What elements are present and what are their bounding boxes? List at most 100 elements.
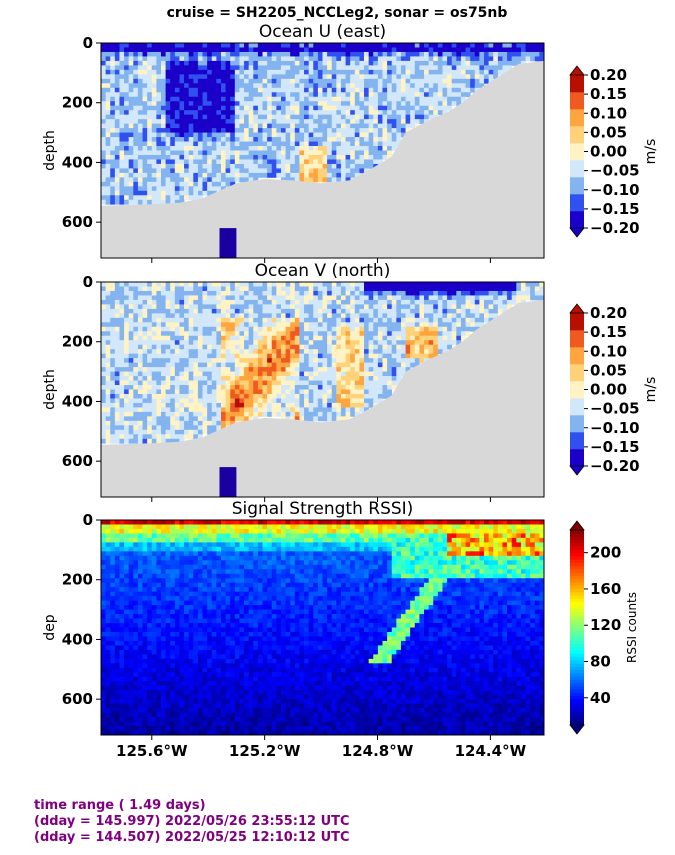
heatmap-cell (119, 304, 125, 310)
heatmap-cell (336, 92, 342, 98)
heatmap-cell (488, 282, 494, 287)
heatmap-cell (105, 128, 111, 133)
heatmap-cell (414, 299, 420, 305)
heatmap-cell (442, 69, 448, 75)
heatmap-cell (276, 101, 282, 107)
heatmap-cell (244, 308, 250, 314)
heatmap-cell (391, 43, 397, 48)
heatmap-cell (151, 163, 157, 169)
heatmap-cell (359, 380, 365, 386)
heatmap-cell (193, 92, 199, 98)
heatmap-cell (119, 376, 125, 381)
heatmap-cell (345, 101, 351, 107)
heatmap-cell (280, 317, 286, 323)
heatmap-cell (308, 101, 314, 107)
heatmap-cell (128, 420, 134, 426)
heatmap-cell (410, 353, 416, 359)
heatmap-cell (110, 358, 116, 364)
heatmap-cell (350, 335, 356, 341)
heatmap-cell (128, 119, 134, 125)
heatmap-cell (345, 172, 351, 178)
heatmap-cell (184, 83, 190, 89)
heatmap-cell (119, 154, 125, 160)
heatmap-cell (313, 376, 319, 381)
heatmap-cell (377, 295, 383, 301)
heatmap-cell (114, 376, 120, 381)
heatmap-cell (484, 282, 490, 287)
heatmap-cell (110, 438, 116, 444)
heatmap-cell (331, 282, 337, 287)
heatmap-cell (414, 317, 420, 323)
heatmap-cell (188, 186, 194, 192)
heatmap-cell (244, 69, 250, 75)
heatmap-cell (308, 290, 314, 296)
heatmap-cell (387, 96, 393, 102)
heatmap-cell (244, 110, 250, 116)
heatmap-cell (114, 199, 120, 205)
heatmap-cell (317, 313, 323, 319)
heatmap-cell (396, 349, 402, 355)
heatmap-cell (197, 322, 203, 328)
heatmap-cell (128, 353, 134, 359)
heatmap-cell (373, 137, 379, 142)
heatmap-cell (364, 349, 370, 355)
heatmap-cell (220, 119, 226, 125)
heatmap-cell (340, 110, 346, 116)
heatmap-cell (225, 128, 231, 133)
heatmap-cell (308, 340, 314, 346)
heatmap-cell (128, 195, 134, 201)
heatmap-cell (276, 51, 282, 57)
heatmap-cell (165, 353, 171, 359)
heatmap-cell (188, 78, 194, 84)
heatmap-cell (313, 110, 319, 116)
heatmap-cell (156, 51, 162, 57)
heatmap-cell (124, 168, 130, 174)
heatmap-cell (184, 96, 190, 102)
heatmap-cell (364, 353, 370, 359)
heatmap-cell (101, 420, 107, 426)
heatmap-cell (387, 83, 393, 89)
heatmap-cell (345, 380, 351, 386)
heatmap-cell (184, 78, 190, 84)
heatmap-cell (119, 132, 125, 138)
heatmap-cell (336, 322, 342, 328)
heatmap-cell (299, 371, 305, 377)
heatmap-cell (202, 92, 208, 98)
heatmap-cell (188, 150, 194, 156)
heatmap-cell (340, 402, 346, 408)
heatmap-cell (437, 65, 443, 71)
heatmap-cell (336, 416, 342, 422)
heatmap-cell (119, 335, 125, 341)
heatmap-cell (474, 290, 480, 296)
heatmap-cell (257, 407, 263, 413)
heatmap-cell (248, 65, 254, 71)
deep-cell-patch (219, 228, 237, 258)
heatmap-cell (202, 429, 208, 435)
heatmap-cell (368, 123, 374, 129)
heatmap-cell (160, 429, 166, 435)
heatmap-cell (405, 51, 411, 57)
heatmap-cell (368, 154, 374, 160)
heatmap-cell (391, 141, 397, 147)
heatmap-cell (225, 51, 231, 57)
heatmap-cell (101, 74, 107, 80)
heatmap-cell (151, 150, 157, 156)
heatmap-cell (119, 123, 125, 129)
heatmap-cell (359, 385, 365, 390)
heatmap-cell (359, 353, 365, 359)
heatmap-cell (294, 172, 300, 178)
heatmap-cell (340, 168, 346, 174)
heatmap-cell (239, 119, 245, 125)
heatmap-cell (304, 286, 310, 292)
heatmap-cell (488, 69, 494, 75)
heatmap-cell (368, 43, 374, 48)
heatmap-cell (294, 114, 300, 120)
heatmap-cell (230, 181, 236, 187)
heatmap-cell (133, 96, 139, 102)
heatmap-cell (345, 78, 351, 84)
heatmap-cell (368, 353, 374, 359)
heatmap-cell (184, 322, 190, 328)
heatmap-cell (437, 313, 443, 319)
heatmap-cell (387, 308, 393, 314)
heatmap-cell (280, 119, 286, 125)
